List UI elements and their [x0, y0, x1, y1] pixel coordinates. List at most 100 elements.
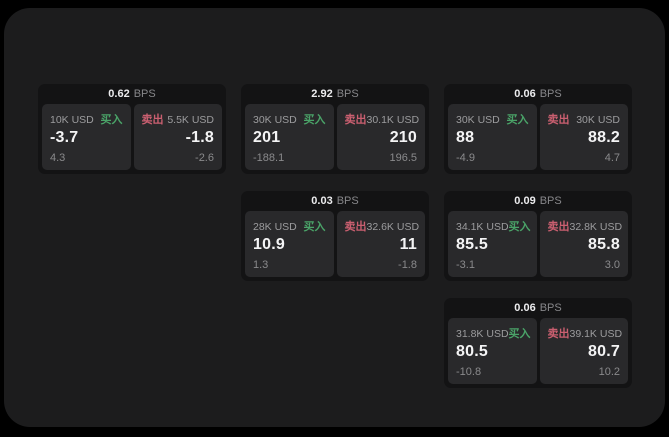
buy-amount: 30K USD — [253, 114, 297, 126]
sell-sub-value: -2.6 — [195, 152, 214, 164]
sell-amount: 32.6K USD — [366, 221, 420, 233]
buy-label-row: 34.1K USD 买入 — [456, 218, 531, 234]
sell-sub-value: -1.8 — [398, 259, 417, 271]
bps-value: 0.09 — [514, 195, 536, 207]
buy-sub-value: -188.1 — [253, 152, 285, 164]
buy-price: 80.5 — [456, 343, 488, 360]
buy-panel[interactable]: 28K USD 买入 10.9 1.3 — [245, 211, 334, 277]
sell-amount: 5.5K USD — [167, 114, 214, 126]
sell-sub-value: 4.7 — [604, 152, 620, 164]
buy-side-label: 买入 — [303, 114, 326, 126]
buy-label-row: 10K USD 买入 — [50, 111, 123, 127]
sell-side-label: 卖出 — [344, 114, 367, 126]
buy-amount: 31.8K USD — [456, 328, 509, 340]
buy-price: 88 — [456, 129, 475, 146]
quote-card[interactable]: 0.62 BPS 10K USD 买入 -3.7 4.3 卖出 5.5K USD… — [38, 84, 226, 174]
bps-unit-label: BPS — [539, 88, 562, 100]
quote-card[interactable]: 0.03 BPS 28K USD 买入 10.9 1.3 卖出 32.6K US… — [241, 191, 429, 281]
quote-card[interactable]: 0.06 BPS 30K USD 买入 88 -4.9 卖出 30K USD 8… — [444, 84, 632, 174]
buy-sub-value: -3.1 — [456, 259, 475, 271]
bps-unit-label: BPS — [133, 88, 156, 100]
buy-sub-value: -4.9 — [456, 152, 475, 164]
card-header: 0.03 BPS — [241, 191, 429, 211]
quote-card[interactable]: 0.09 BPS 34.1K USD 买入 85.5 -3.1 卖出 32.8K… — [444, 191, 632, 281]
bps-unit-label: BPS — [336, 88, 359, 100]
bps-value: 0.06 — [514, 302, 536, 314]
buy-panel[interactable]: 31.8K USD 买入 80.5 -10.8 — [448, 318, 537, 384]
sell-amount: 32.8K USD — [569, 221, 623, 233]
sell-panel[interactable]: 卖出 32.8K USD 85.8 3.0 — [539, 211, 628, 277]
sell-label-row: 卖出 39.1K USD — [547, 325, 623, 341]
buy-price: -3.7 — [50, 129, 79, 146]
buy-amount: 28K USD — [253, 221, 297, 233]
quote-card[interactable]: 0.06 BPS 31.8K USD 买入 80.5 -10.8 卖出 39.1… — [444, 298, 632, 388]
quote-card[interactable]: 2.92 BPS 30K USD 买入 201 -188.1 卖出 30.1K … — [241, 84, 429, 174]
buy-label-row: 28K USD 买入 — [253, 218, 326, 234]
buy-price: 10.9 — [253, 236, 285, 253]
card-header: 2.92 BPS — [241, 84, 429, 104]
buy-label-row: 30K USD 买入 — [253, 111, 326, 127]
bps-unit-label: BPS — [336, 195, 359, 207]
sell-panel[interactable]: 卖出 39.1K USD 80.7 10.2 — [539, 318, 628, 384]
buy-amount: 30K USD — [456, 114, 500, 126]
sell-panel[interactable]: 卖出 32.6K USD 11 -1.8 — [336, 211, 425, 277]
sell-price: 210 — [389, 129, 417, 146]
sell-label-row: 卖出 30.1K USD — [344, 111, 420, 127]
buy-panel[interactable]: 30K USD 买入 88 -4.9 — [448, 104, 537, 170]
sell-side-label: 卖出 — [344, 221, 367, 233]
sell-label-row: 卖出 32.6K USD — [344, 218, 420, 234]
main-panel: 0.62 BPS 10K USD 买入 -3.7 4.3 卖出 5.5K USD… — [4, 8, 665, 427]
buy-amount: 10K USD — [50, 114, 94, 126]
sell-amount: 39.1K USD — [569, 328, 623, 340]
card-header: 0.06 BPS — [444, 298, 632, 318]
sell-side-label: 卖出 — [547, 328, 570, 340]
card-header: 0.62 BPS — [38, 84, 226, 104]
card-body: 30K USD 买入 88 -4.9 卖出 30K USD 88.2 4.7 — [444, 104, 632, 174]
buy-side-label: 买入 — [506, 114, 529, 126]
sell-side-label: 卖出 — [547, 221, 570, 233]
bps-unit-label: BPS — [539, 302, 562, 314]
buy-price: 85.5 — [456, 236, 488, 253]
sell-sub-value: 3.0 — [604, 259, 620, 271]
card-body: 28K USD 买入 10.9 1.3 卖出 32.6K USD 11 -1.8 — [241, 211, 429, 281]
sell-panel[interactable]: 卖出 30.1K USD 210 196.5 — [336, 104, 425, 170]
sell-price: 80.7 — [588, 343, 620, 360]
sell-sub-value: 10.2 — [598, 366, 620, 378]
buy-sub-value: 4.3 — [50, 152, 66, 164]
bps-value: 2.92 — [311, 88, 333, 100]
card-body: 10K USD 买入 -3.7 4.3 卖出 5.5K USD -1.8 -2.… — [38, 104, 226, 174]
sell-side-label: 卖出 — [547, 114, 570, 126]
card-header: 0.06 BPS — [444, 84, 632, 104]
sell-label-row: 卖出 32.8K USD — [547, 218, 623, 234]
sell-price: 85.8 — [588, 236, 620, 253]
sell-amount: 30.1K USD — [366, 114, 420, 126]
bps-value: 0.06 — [514, 88, 536, 100]
bps-unit-label: BPS — [539, 195, 562, 207]
buy-panel[interactable]: 10K USD 买入 -3.7 4.3 — [42, 104, 131, 170]
buy-side-label: 买入 — [303, 221, 326, 233]
buy-price: 201 — [253, 129, 281, 146]
card-body: 34.1K USD 买入 85.5 -3.1 卖出 32.8K USD 85.8… — [444, 211, 632, 281]
bps-value: 0.03 — [311, 195, 333, 207]
buy-panel[interactable]: 34.1K USD 买入 85.5 -3.1 — [448, 211, 537, 277]
buy-side-label: 买入 — [100, 114, 123, 126]
sell-price: 88.2 — [588, 129, 620, 146]
sell-panel[interactable]: 卖出 30K USD 88.2 4.7 — [539, 104, 628, 170]
sell-panel[interactable]: 卖出 5.5K USD -1.8 -2.6 — [133, 104, 222, 170]
card-body: 31.8K USD 买入 80.5 -10.8 卖出 39.1K USD 80.… — [444, 318, 632, 388]
sell-sub-value: 196.5 — [389, 152, 417, 164]
sell-side-label: 卖出 — [141, 114, 164, 126]
buy-label-row: 30K USD 买入 — [456, 111, 529, 127]
buy-panel[interactable]: 30K USD 买入 201 -188.1 — [245, 104, 334, 170]
buy-amount: 34.1K USD — [456, 221, 509, 233]
sell-amount: 30K USD — [576, 114, 620, 126]
buy-sub-value: -10.8 — [456, 366, 482, 378]
sell-price: 11 — [399, 236, 417, 253]
bps-value: 0.62 — [108, 88, 130, 100]
buy-label-row: 31.8K USD 买入 — [456, 325, 531, 341]
sell-label-row: 卖出 5.5K USD — [142, 111, 215, 127]
buy-side-label: 买入 — [508, 221, 531, 233]
sell-price: -1.8 — [185, 129, 214, 146]
sell-label-row: 卖出 30K USD — [548, 111, 621, 127]
